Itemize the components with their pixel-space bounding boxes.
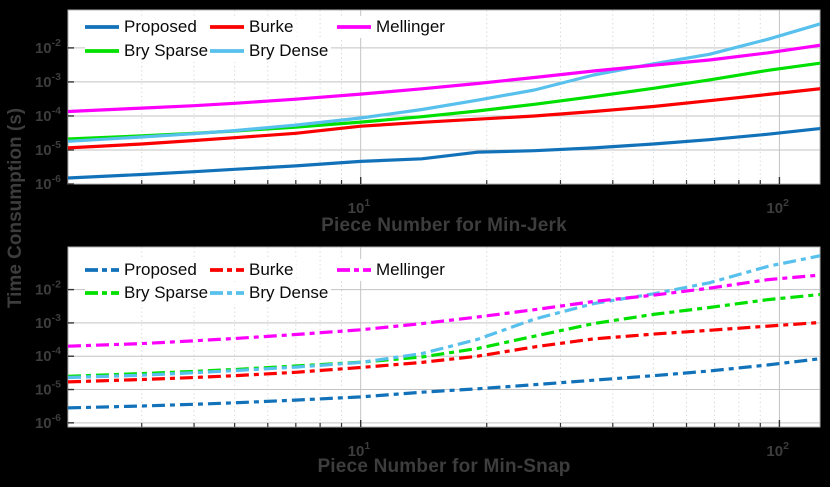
series-bry-dense-line (68, 254, 820, 380)
legend-line-sample (85, 49, 119, 53)
legend-min-snap: Proposed Burke Mellinger Bry Sparse Bry Dens… (68, 247, 820, 427)
legend-min-jerk: Proposed Burke Mellinger Bry Sparse Bry Dens… (68, 10, 820, 184)
legend-label: Mellinger (376, 260, 445, 279)
x-axis-label-min-jerk: Piece Number for Min-Jerk (321, 215, 567, 236)
legend-line-sample (85, 25, 119, 29)
axes-box (67, 246, 821, 428)
y-tick-label: 10-5 (35, 139, 61, 159)
x-axis-label-min-snap: Piece Number for Min-Snap (317, 456, 571, 477)
y-tick-label: 10-6 (35, 412, 61, 432)
legend-line-sample (337, 25, 371, 29)
series-bry-dense-line (68, 22, 820, 143)
legend-item-proposed: Proposed (85, 16, 200, 38)
series-burke-line (68, 87, 820, 150)
y-tick-label: 10-3 (35, 312, 61, 332)
series-mellinger-line (68, 273, 820, 348)
y-axis-label: Time Consumption (s) (5, 107, 26, 309)
y-tick-label: 10-5 (35, 379, 61, 399)
legend-item-bry-dense: Bry Dense (210, 40, 332, 62)
legend-line-sample (85, 291, 119, 295)
legend-label: Proposed (124, 17, 197, 36)
legend-item-bry-sparse: Bry Sparse (85, 282, 212, 304)
legend-item-proposed: Proposed (85, 259, 200, 281)
series-mellinger-line (68, 43, 820, 114)
legend-label: Bry Sparse (124, 41, 209, 60)
legend-item-mellinger: Mellinger (337, 259, 448, 281)
y-tick-label: 10-4 (35, 105, 61, 125)
y-tick-label: 10-2 (35, 37, 61, 57)
series-proposed-line (68, 357, 820, 410)
legend-item-bry-sparse: Bry Sparse (85, 40, 212, 62)
legend-label: Burke (249, 17, 294, 36)
y-tick-label: 10-2 (35, 279, 61, 299)
legend-label: Mellinger (376, 17, 445, 36)
min-jerk-plot: 10-2 10-3 10-4 10-5 10-6 101 102 (35, 9, 821, 217)
legend-line-sample (337, 268, 371, 272)
legend-item-burke: Burke (210, 16, 297, 38)
legend-label: Burke (249, 260, 294, 279)
x-tick-label: 102 (766, 197, 789, 217)
y-tick-label: 10-4 (35, 345, 61, 365)
legend-label: Bry Sparse (124, 283, 209, 302)
legend-label: Bry Dense (249, 41, 329, 60)
x-tick-label: 102 (766, 440, 789, 460)
series-proposed-line (68, 126, 820, 180)
legend-line-sample (210, 49, 244, 53)
x-tick-label: 101 (348, 440, 371, 460)
series-burke-line (68, 320, 820, 384)
axes-box (67, 9, 821, 185)
legend-line-sample (210, 291, 244, 295)
legend-line-sample (210, 268, 244, 272)
legend-label: Bry Dense (249, 283, 329, 302)
y-tick-label: 10-6 (35, 173, 61, 193)
y-tick-label: 10-3 (35, 71, 61, 91)
legend-label: Proposed (124, 260, 197, 279)
legend-item-bry-dense: Bry Dense (210, 282, 332, 304)
legend-line-sample (85, 268, 119, 272)
legend-item-burke: Burke (210, 259, 297, 281)
x-tick-label: 101 (348, 197, 371, 217)
legend-item-mellinger: Mellinger (337, 16, 448, 38)
legend-line-sample (210, 25, 244, 29)
